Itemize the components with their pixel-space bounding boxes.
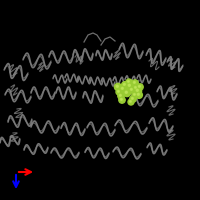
Circle shape	[134, 86, 136, 88]
Circle shape	[131, 97, 133, 99]
Circle shape	[120, 86, 126, 92]
Circle shape	[120, 98, 122, 100]
Circle shape	[118, 93, 124, 99]
Circle shape	[132, 92, 138, 98]
Circle shape	[133, 81, 135, 83]
Circle shape	[122, 82, 128, 88]
Circle shape	[136, 92, 142, 98]
Circle shape	[130, 100, 131, 102]
Circle shape	[114, 83, 122, 91]
Circle shape	[117, 90, 119, 92]
Circle shape	[129, 87, 135, 93]
Circle shape	[133, 85, 139, 91]
Circle shape	[137, 84, 143, 90]
Circle shape	[116, 89, 122, 95]
Circle shape	[119, 97, 125, 103]
Circle shape	[125, 91, 127, 93]
Circle shape	[130, 96, 136, 102]
Circle shape	[130, 88, 132, 90]
Circle shape	[137, 93, 139, 95]
Circle shape	[116, 85, 118, 87]
Circle shape	[119, 94, 121, 96]
Circle shape	[126, 82, 134, 90]
Circle shape	[138, 85, 140, 87]
Circle shape	[128, 80, 129, 82]
Circle shape	[128, 84, 130, 86]
Circle shape	[136, 89, 138, 91]
Circle shape	[134, 87, 142, 95]
Circle shape	[128, 99, 134, 105]
Circle shape	[134, 93, 135, 95]
Circle shape	[121, 87, 123, 89]
Circle shape	[123, 83, 125, 85]
Circle shape	[123, 89, 131, 97]
Circle shape	[126, 79, 132, 85]
Circle shape	[132, 80, 138, 86]
